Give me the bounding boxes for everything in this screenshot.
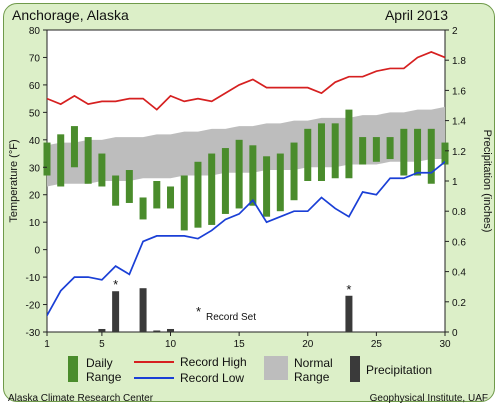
daily-range-bar	[263, 156, 271, 217]
record-set-label: Record Set	[206, 312, 256, 323]
legend-daily-label-1: Daily	[86, 356, 113, 370]
precipitation-bar	[98, 328, 106, 332]
legend-normal-label-1: Normal	[294, 356, 333, 370]
location-title: Anchorage, Alaska	[12, 7, 129, 23]
daily-range-bar	[317, 123, 325, 181]
y2-tick-label: 1.2	[452, 147, 466, 158]
y-tick-label: 80	[29, 26, 41, 37]
y-tick-label: 30	[29, 163, 41, 174]
record-set-star: *	[196, 304, 201, 319]
legend-precip-swatch	[350, 356, 360, 382]
legend-normal-label-2: Range	[294, 370, 330, 384]
x-tick-label: 25	[371, 339, 383, 350]
record-set-marker: *	[346, 282, 351, 297]
y2-tick-label: 0.2	[452, 298, 466, 309]
y-tick-label: -10	[26, 273, 41, 284]
daily-range-bar	[359, 137, 367, 165]
daily-range-bar	[98, 153, 106, 187]
y2-tick-label: 1.4	[452, 117, 466, 128]
daily-range-bar	[331, 123, 339, 179]
daily-range-bar	[400, 128, 408, 176]
daily-range-bar	[84, 137, 92, 184]
legend-low-label: Record Low	[180, 371, 244, 385]
daily-range-bar	[249, 145, 257, 206]
y2-tick-label: 2	[452, 26, 458, 37]
daily-range-bar	[57, 134, 65, 187]
legend-daily-label-2: Range	[86, 370, 122, 384]
record-low-line	[47, 160, 445, 317]
daily-range-bar	[304, 128, 312, 181]
x-tick-label: 1	[44, 339, 50, 350]
daily-range-bar	[414, 128, 422, 176]
legend-high-label: Record High	[180, 355, 247, 369]
daily-range-bar	[427, 128, 435, 184]
y-tick-label: 0	[34, 246, 40, 257]
y-tick-label: 70	[29, 53, 41, 64]
daily-range-bar	[153, 181, 161, 209]
y-tick-label: -20	[26, 301, 41, 312]
daily-range-bar	[221, 148, 229, 214]
daily-range-bar	[139, 197, 147, 220]
record-high-line	[47, 51, 445, 111]
footer-credit-right: Geophysical Institute, UAF	[369, 393, 488, 404]
legend-precip-label: Precipitation	[366, 363, 432, 377]
y-tick-label: 50	[29, 108, 41, 119]
footer-credit-left: Alaska Climate Research Center	[8, 393, 154, 404]
y2-tick-label: 1	[452, 177, 458, 188]
y-tick-label: 40	[29, 136, 41, 147]
daily-range-bar	[345, 109, 353, 179]
x-tick-label: 5	[99, 339, 105, 350]
precipitation-bar	[345, 295, 353, 332]
period-title: April 2013	[384, 7, 448, 23]
daily-range-bar	[441, 142, 449, 165]
y2-tick-label: 1.8	[452, 56, 466, 67]
y-tick-label: 60	[29, 81, 41, 92]
daily-range-bar	[235, 139, 243, 209]
x-tick-label: 10	[165, 339, 177, 350]
daily-range-bar	[386, 137, 394, 160]
y2-tick-label: 0	[452, 328, 458, 339]
y-tick-label: 10	[29, 218, 41, 229]
daily-range-bar	[208, 153, 216, 225]
daily-range-bar	[43, 142, 51, 176]
daily-range-bar	[276, 153, 284, 212]
y2-tick-label: 0.8	[452, 207, 466, 218]
daily-range-bar	[194, 161, 202, 228]
daily-range-bar	[167, 186, 175, 209]
y2-tick-label: 1.6	[452, 86, 466, 97]
record-set-marker: *	[113, 277, 118, 292]
daily-range-bar	[112, 175, 120, 206]
y2-tick-label: 0.6	[452, 237, 466, 248]
daily-range-bar	[290, 142, 298, 201]
legend-daily-swatch	[68, 356, 78, 382]
x-tick-label: 20	[302, 339, 314, 350]
daily-range-bar	[180, 175, 188, 231]
precipitation-bar	[139, 288, 147, 332]
precipitation-bar	[153, 330, 161, 332]
y-axis-title: Temperature (°F)	[8, 139, 20, 222]
y2-axis-title: Precipitation (inches)	[481, 130, 493, 233]
precipitation-bar	[112, 291, 120, 332]
x-tick-label: 30	[439, 339, 451, 350]
x-tick-label: 15	[234, 339, 246, 350]
y2-tick-label: 0.4	[452, 268, 466, 279]
y-tick-label: -30	[26, 328, 41, 339]
daily-range-bar	[372, 137, 380, 162]
daily-range-bar	[125, 170, 133, 203]
daily-range-bar	[70, 126, 78, 168]
precipitation-bar	[167, 328, 175, 332]
legend-normal-swatch	[264, 356, 288, 380]
y-tick-label: 20	[29, 191, 41, 202]
